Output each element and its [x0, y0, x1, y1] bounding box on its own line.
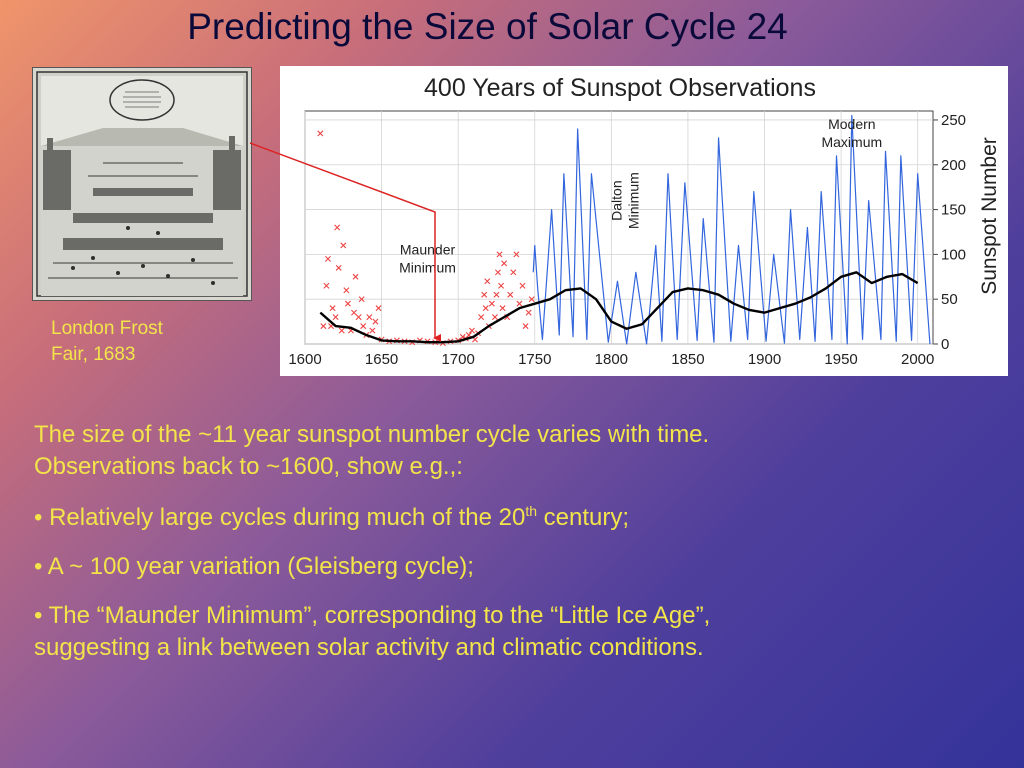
- early-observation-marker: [317, 130, 324, 137]
- y-tick-label: 200: [941, 157, 966, 174]
- x-tick-label: 1800: [595, 351, 628, 368]
- early-observation-marker: [329, 305, 336, 312]
- sunspot-chart: 400 Years of Sunspot Observations 0 50 100 1…: [288, 74, 1001, 368]
- early-observation-marker: [351, 309, 358, 316]
- early-observation-marker: [468, 327, 475, 334]
- early-observation-marker: [496, 251, 503, 258]
- early-observation-marker: [491, 314, 498, 321]
- early-observation-marker: [499, 305, 506, 312]
- early-observation-marker: [375, 305, 382, 312]
- y-tick-label: 0: [941, 336, 949, 353]
- early-observation-marker: [484, 278, 491, 285]
- y-axis-label: Sunspot Number: [978, 137, 1001, 295]
- annotation-maunder-minimum-line-2: Minimum: [399, 259, 456, 275]
- early-observation-marker: [323, 282, 330, 289]
- caption-line-1: London Frost: [51, 318, 163, 339]
- early-observation-marker: [478, 314, 485, 321]
- x-tick-label: 1700: [441, 351, 474, 368]
- annotation-modern-maximum-line-1: Modern: [828, 116, 875, 132]
- intro-line-1: The size of the ~11 year sunspot number …: [34, 421, 710, 448]
- early-observation-marker: [513, 251, 520, 258]
- x-tick-label: 1950: [824, 351, 857, 368]
- early-observation-marker: [352, 273, 359, 280]
- bullet-3-line-1: • The “Maunder Minimum”, corresponding t…: [34, 602, 711, 629]
- intro-line-2: Observations back to ~1600, show e.g.,:: [34, 453, 463, 480]
- slide-title: Predicting the Size of Solar Cycle 24: [187, 6, 788, 47]
- y-tick-label: 50: [941, 291, 958, 308]
- bullet-item-1: • Relatively large cycles during much of…: [34, 502, 994, 534]
- annotation-dalton-minimum-line-1: Dalton: [609, 180, 625, 220]
- bullet-item-2: • A ~ 100 year variation (Gleisberg cycl…: [34, 551, 994, 583]
- chart-title: 400 Years of Sunspot Observations: [424, 74, 816, 102]
- smoothed-trend-line: [319, 271, 919, 344]
- early-observation-marker: [355, 314, 362, 321]
- early-observation-marker: [343, 287, 350, 294]
- y-tick-label: 150: [941, 202, 966, 219]
- caption-line-2: Fair, 1683: [51, 344, 136, 365]
- annotation-dalton-minimum-line-2: Minimum: [626, 172, 642, 229]
- x-tick-label: 1900: [748, 351, 781, 368]
- bullet-1-tail: century;: [537, 504, 630, 531]
- early-observation-marker: [528, 296, 535, 303]
- early-observation-marker: [510, 269, 517, 276]
- early-observation-marker: [495, 269, 501, 276]
- frost-fair-engraving-drawing: [36, 71, 248, 297]
- early-observation-marker: [366, 314, 373, 321]
- early-observation-marker: [507, 291, 514, 298]
- early-observation-marker: [324, 255, 331, 262]
- bullet-3-line-2: suggesting a link between solar activity…: [34, 634, 704, 661]
- early-observation-marker: [525, 309, 532, 316]
- sunspot-chart-panel: 400 Years of Sunspot Observations 0 50 100 1…: [280, 66, 1008, 376]
- x-tick-label: 1650: [365, 351, 398, 368]
- engraving-caption: London Frost Fair, 1683: [51, 316, 231, 368]
- early-observation-marker: [369, 327, 376, 334]
- annotation-maunder-minimum-line-1: Maunder: [400, 241, 456, 257]
- bullet-2-text: • A ~ 100 year variation (Gleisberg cycl…: [34, 553, 474, 580]
- early-observation-marker: [488, 300, 495, 307]
- frost-fair-engraving: [32, 67, 252, 301]
- monthly-sunspot-line: [532, 114, 931, 345]
- early-observation-marker: [493, 291, 500, 298]
- x-tick-label: 1600: [288, 351, 321, 368]
- early-observation-marker: [372, 318, 379, 325]
- early-observation-marker: [335, 264, 342, 271]
- intro-paragraph: The size of the ~11 year sunspot number …: [34, 419, 994, 483]
- bullet-1-superscript: th: [525, 503, 537, 519]
- bullet-1-text: • Relatively large cycles during much of…: [34, 504, 526, 531]
- early-observation-marker: [482, 305, 489, 312]
- bullet-item-3: • The “Maunder Minimum”, corresponding t…: [34, 600, 994, 664]
- early-observation-marker: [522, 323, 529, 330]
- x-tick-label: 1750: [518, 351, 551, 368]
- early-observation-marker: [501, 260, 508, 267]
- early-observation-marker: [344, 300, 351, 307]
- early-observation-marker: [332, 314, 339, 321]
- early-observation-marker: [320, 323, 327, 330]
- early-observation-marker: [519, 282, 526, 289]
- early-observation-marker: [334, 224, 341, 231]
- early-observation-marker: [338, 327, 345, 334]
- early-observation-marker: [498, 282, 505, 289]
- early-observation-marker: [481, 291, 488, 298]
- y-tick-label: 100: [941, 246, 966, 263]
- annotation-modern-maximum-line-2: Maximum: [821, 134, 882, 150]
- x-tick-label: 1850: [671, 351, 704, 368]
- y-tick-label: 250: [941, 112, 966, 129]
- early-observation-marker: [516, 300, 523, 307]
- body-text: The size of the ~11 year sunspot number …: [34, 419, 994, 681]
- early-observation-marker: [340, 242, 347, 249]
- early-observation-marker: [360, 323, 367, 330]
- x-tick-label: 2000: [901, 351, 934, 368]
